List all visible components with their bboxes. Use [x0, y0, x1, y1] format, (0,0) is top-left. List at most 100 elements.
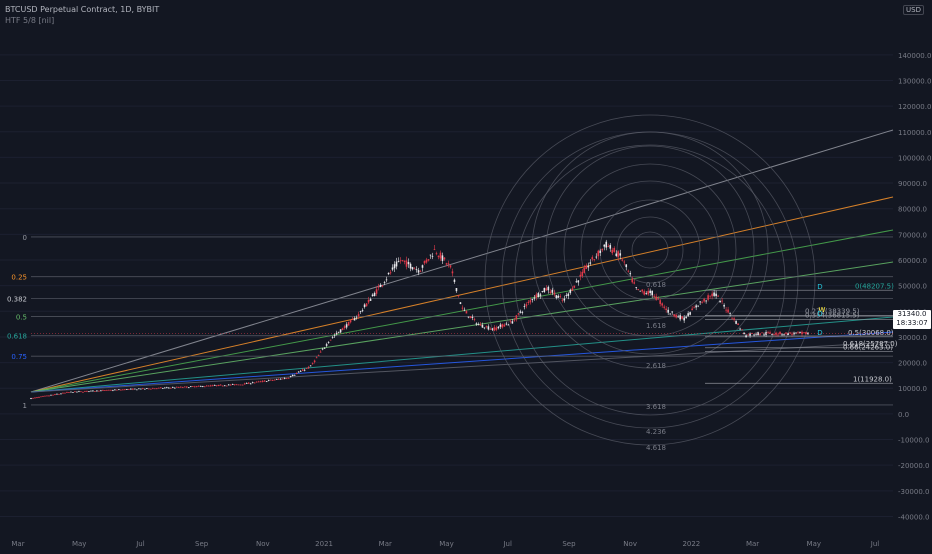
- candle-body: [611, 249, 614, 254]
- candle-body: [683, 317, 685, 321]
- candle-body: [295, 373, 298, 375]
- candle-body: [291, 374, 294, 377]
- candle-body: [739, 328, 741, 330]
- candle-body: [319, 351, 322, 353]
- candle-body: [185, 386, 188, 388]
- candle-body: [361, 310, 364, 312]
- candle-body: [209, 385, 212, 387]
- candle-body: [213, 385, 216, 386]
- candle-body: [595, 256, 598, 258]
- candle-body: [655, 296, 657, 300]
- y-axis-tick-label: 120000.0: [898, 103, 931, 111]
- candle-body: [255, 381, 258, 383]
- candle-body: [579, 274, 582, 277]
- candle-body: [227, 384, 230, 386]
- candle-body: [166, 387, 168, 389]
- candle-body: [261, 380, 264, 382]
- candle-body: [719, 300, 721, 303]
- candle-body: [577, 280, 580, 283]
- candle-body: [273, 379, 276, 381]
- y-axis-tick-label: 90000.0: [898, 180, 927, 188]
- pattern-label: W: [819, 306, 826, 314]
- candle-body: [675, 314, 677, 318]
- fib-level-label: 0.75: [11, 353, 27, 361]
- y-axis-tick-label: 50000.0: [898, 283, 927, 291]
- fib-circle: [563, 163, 737, 337]
- candle-body: [713, 292, 715, 296]
- candle-body: [707, 295, 709, 300]
- candle-body: [138, 388, 140, 390]
- candle-body: [235, 384, 238, 386]
- candle-body: [501, 324, 504, 328]
- candle-body: [363, 304, 366, 308]
- candle-body: [285, 378, 288, 380]
- candle-body: [571, 288, 574, 291]
- fan-line: [30, 261, 894, 393]
- candle-body: [112, 390, 114, 392]
- candle-body: [751, 333, 753, 334]
- candle-body: [152, 388, 154, 390]
- candle-body: [223, 385, 226, 387]
- candle-body: [184, 386, 186, 388]
- candle-body: [653, 295, 655, 297]
- fan-line: [30, 196, 894, 393]
- candle-body: [72, 392, 74, 393]
- candle-body: [333, 335, 336, 337]
- fib-level-label: 1: [23, 402, 27, 410]
- fib-circle: [531, 131, 769, 369]
- candle-body: [369, 299, 372, 301]
- candle-body: [749, 333, 751, 336]
- candle-body: [629, 273, 632, 275]
- x-axis-tick-label: Mar: [11, 540, 24, 548]
- candle-body: [337, 331, 340, 333]
- candle-body: [201, 386, 204, 387]
- y-axis-tick-label: -10000.0: [898, 437, 929, 445]
- fib-extension-label: 0(48207.5): [855, 282, 894, 290]
- currency-label[interactable]: USD: [903, 5, 924, 15]
- candle-body: [419, 271, 422, 273]
- fib-extension-label: 0.272(38339.5): [805, 308, 860, 316]
- candle-body: [92, 390, 94, 392]
- x-axis-tick-label: Sep: [195, 540, 209, 548]
- fib-circle: [545, 145, 755, 355]
- pattern-label: D: [817, 283, 822, 291]
- candle-body: [657, 298, 659, 300]
- candle-body: [723, 304, 725, 307]
- y-axis-tick-label: 110000.0: [898, 129, 931, 137]
- candle-body: [341, 328, 344, 331]
- indicator-label[interactable]: HTF 5/8 [nil]: [5, 16, 55, 25]
- candle-body: [413, 268, 416, 270]
- candle-body: [373, 292, 376, 297]
- candle-body: [667, 309, 669, 313]
- candle-body: [495, 327, 498, 330]
- candle-body: [108, 389, 110, 391]
- candle-body: [150, 388, 152, 390]
- candle-body: [158, 387, 160, 389]
- candle-body: [663, 306, 665, 308]
- candle-body: [52, 394, 54, 396]
- candle-body: [465, 311, 468, 314]
- candle-body: [257, 381, 260, 383]
- candle-body: [359, 311, 362, 312]
- candle-body: [627, 270, 630, 272]
- fib-extension-label: 1(11928.0): [853, 375, 892, 383]
- candle-body: [457, 295, 460, 297]
- candle-body: [411, 267, 414, 270]
- candle-body: [317, 355, 320, 356]
- y-axis-tick-label: -30000.0: [898, 488, 929, 496]
- candle-body: [345, 324, 348, 328]
- candle-body: [249, 383, 252, 385]
- candle-body: [343, 326, 346, 328]
- candle-body: [375, 289, 378, 294]
- fan-line: [30, 129, 894, 393]
- y-axis-tick-label: 20000.0: [898, 360, 927, 368]
- candle-body: [96, 390, 98, 392]
- candle-body: [435, 253, 438, 255]
- candle-body: [597, 250, 600, 257]
- candle-body: [110, 389, 112, 391]
- candle-body: [587, 265, 590, 268]
- candle-body: [215, 385, 218, 387]
- y-axis-tick-label: 70000.0: [898, 231, 927, 239]
